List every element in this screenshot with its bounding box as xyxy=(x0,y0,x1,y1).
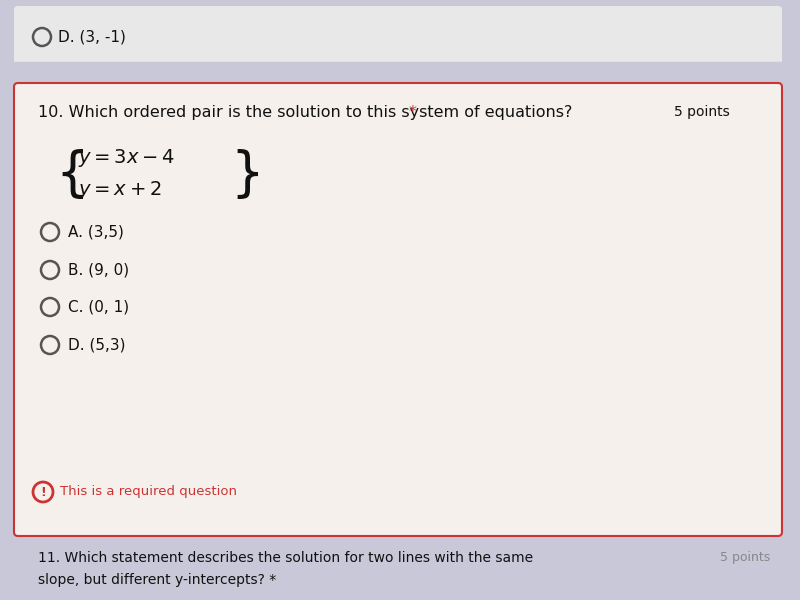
Text: 5 points: 5 points xyxy=(674,105,730,119)
Text: *: * xyxy=(409,104,416,119)
Text: D. (5,3): D. (5,3) xyxy=(68,337,126,352)
Text: $y = 3x - 4$: $y = 3x - 4$ xyxy=(78,147,175,169)
Text: !: ! xyxy=(40,485,46,499)
FancyBboxPatch shape xyxy=(14,83,782,536)
Text: B. (9, 0): B. (9, 0) xyxy=(68,263,129,277)
Text: $\}$: $\}$ xyxy=(230,147,259,201)
Text: $\{$: $\{$ xyxy=(55,147,84,201)
Text: 5 points: 5 points xyxy=(720,551,770,565)
Text: slope, but different y-intercepts? *: slope, but different y-intercepts? * xyxy=(38,573,276,587)
Text: A. (3,5): A. (3,5) xyxy=(68,224,124,239)
Bar xyxy=(0,62,800,80)
Text: D. (3, -1): D. (3, -1) xyxy=(58,29,126,44)
Text: 10. Which ordered pair is the solution to this system of equations?: 10. Which ordered pair is the solution t… xyxy=(38,104,572,119)
Text: 11. Which statement describes the solution for two lines with the same: 11. Which statement describes the soluti… xyxy=(38,551,533,565)
Text: This is a required question: This is a required question xyxy=(60,485,237,499)
FancyBboxPatch shape xyxy=(14,6,782,69)
Text: $y = x + 2$: $y = x + 2$ xyxy=(78,179,162,201)
Text: C. (0, 1): C. (0, 1) xyxy=(68,299,129,314)
